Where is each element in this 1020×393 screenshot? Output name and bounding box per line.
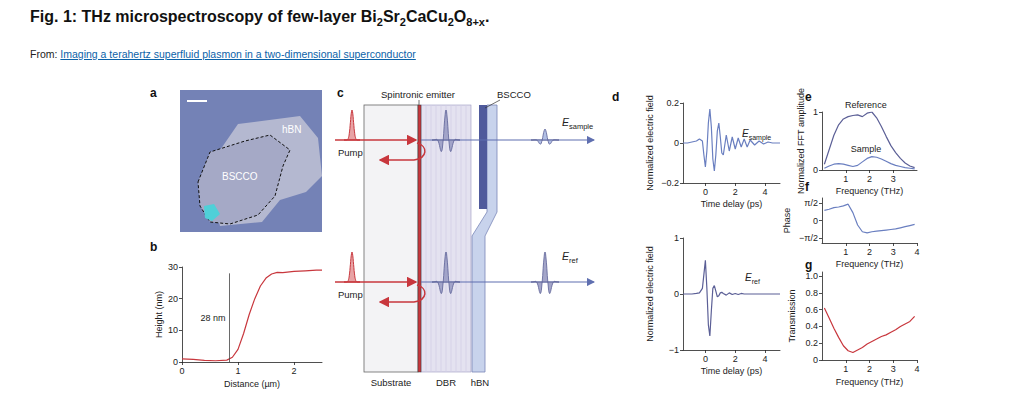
svg-text:0: 0 — [173, 357, 178, 367]
svg-text:−1: −1 — [669, 345, 679, 355]
svg-text:Normalized electric field: Normalized electric field — [645, 246, 655, 342]
svg-text:4: 4 — [763, 187, 768, 197]
html-text:Eref: Eref — [745, 272, 760, 285]
svg-text:30: 30 — [168, 262, 178, 272]
svg-text:0: 0 — [703, 187, 708, 197]
svg-text:1: 1 — [235, 366, 240, 376]
svg-text:Time delay (ps): Time delay (ps) — [701, 199, 763, 209]
svg-text:Esample: Esample — [562, 116, 593, 131]
svg-text:2: 2 — [867, 364, 872, 374]
svg-text:Eref: Eref — [562, 250, 579, 265]
svg-text:4: 4 — [914, 364, 919, 374]
html-text:From: Imaging a terahertz supe: From: Imaging a terahertz superfluid pla… — [30, 48, 416, 60]
svg-text:Phase: Phase — [782, 208, 792, 234]
svg-text:Frequency (THz): Frequency (THz) — [836, 377, 904, 387]
svg-text:0.8: 0.8 — [805, 288, 818, 298]
svg-text:0: 0 — [813, 216, 818, 226]
svg-text:Normalized electric field: Normalized electric field — [645, 95, 655, 191]
html-text:g: g — [805, 258, 813, 272]
html-text:b: b — [150, 240, 158, 254]
svg-text:Frequency (THz): Frequency (THz) — [836, 186, 904, 196]
svg-text:2: 2 — [733, 354, 738, 364]
svg-text:Height (nm): Height (nm) — [154, 291, 164, 338]
svg-text:0.2: 0.2 — [805, 338, 818, 348]
svg-text:0: 0 — [674, 289, 679, 299]
svg-text:Reference: Reference — [845, 100, 887, 110]
svg-text:1: 1 — [843, 174, 848, 184]
svg-text:1: 1 — [674, 233, 679, 243]
svg-text:Normalized FFT amplitude: Normalized FFT amplitude — [796, 88, 806, 194]
html-text:Fig. 1: THz microspectroscopy: Fig. 1: THz microspectroscopy of few-lay… — [30, 8, 490, 29]
svg-text:10: 10 — [168, 325, 178, 335]
html-text:f: f — [805, 180, 809, 194]
svg-text:0: 0 — [703, 354, 708, 364]
svg-text:1: 1 — [843, 364, 848, 374]
svg-text:BSCCO: BSCCO — [497, 89, 531, 100]
html-text:Esample: Esample — [742, 128, 772, 141]
svg-text:Sample: Sample — [851, 144, 882, 154]
svg-text:−0.2: −0.2 — [661, 178, 679, 188]
svg-text:DBR: DBR — [436, 377, 456, 388]
svg-text:0: 0 — [813, 165, 818, 175]
svg-text:3: 3 — [891, 247, 896, 257]
svg-text:20: 20 — [168, 294, 178, 304]
svg-text:Frequency (THz): Frequency (THz) — [836, 259, 904, 269]
svg-text:2: 2 — [733, 187, 738, 197]
svg-text:0.4: 0.4 — [805, 321, 818, 331]
svg-text:0: 0 — [674, 138, 679, 148]
svg-text:Substrate: Substrate — [371, 377, 412, 388]
svg-text:2: 2 — [867, 247, 872, 257]
svg-text:0: 0 — [813, 355, 818, 365]
svg-text:Pump: Pump — [338, 147, 363, 158]
svg-text:Distance (µm): Distance (µm) — [224, 379, 280, 389]
svg-text:Time delay (ps): Time delay (ps) — [701, 366, 763, 376]
svg-text:π/2: π/2 — [804, 198, 818, 208]
svg-text:hBN: hBN — [471, 377, 490, 388]
svg-text:2: 2 — [867, 174, 872, 184]
svg-text:1: 1 — [813, 107, 818, 117]
svg-text:28 nm: 28 nm — [201, 313, 226, 323]
html-text:a: a — [150, 86, 157, 100]
svg-text:3: 3 — [891, 364, 896, 374]
svg-text:0.2: 0.2 — [666, 98, 679, 108]
svg-text:Pump: Pump — [338, 289, 363, 300]
svg-text:4: 4 — [914, 247, 919, 257]
svg-text:0: 0 — [179, 366, 184, 376]
svg-text:Transmission: Transmission — [787, 289, 797, 342]
svg-text:hBN: hBN — [282, 124, 301, 135]
svg-text:2: 2 — [291, 366, 296, 376]
svg-text:4: 4 — [763, 354, 768, 364]
svg-text:1: 1 — [843, 247, 848, 257]
svg-text:0.6: 0.6 — [805, 305, 818, 315]
html-text:c: c — [337, 86, 344, 100]
svg-text:1.0: 1.0 — [805, 271, 818, 281]
svg-text:Spintronic emitter: Spintronic emitter — [381, 89, 455, 100]
html-text:d: d — [612, 90, 620, 104]
svg-text:−π/2: −π/2 — [799, 233, 818, 243]
svg-text:3: 3 — [891, 174, 896, 184]
svg-text:BSCCO: BSCCO — [222, 171, 258, 182]
html-text:e: e — [805, 90, 812, 104]
